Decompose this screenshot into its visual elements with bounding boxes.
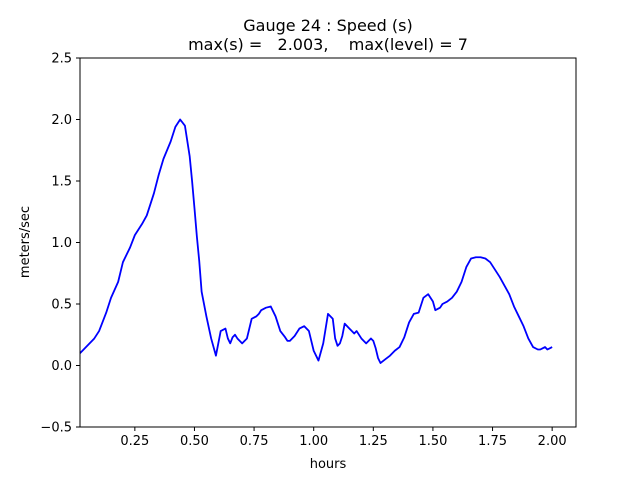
x-tick-label: 1.00	[299, 434, 328, 449]
x-axis-label: hours	[310, 457, 347, 472]
y-axis-label: meters/sec	[18, 206, 33, 278]
y-tick-label: 2.5	[51, 52, 72, 67]
plot-frame	[79, 57, 577, 428]
y-tick-label: 0.5	[51, 298, 72, 313]
y-tick-label: −0.5	[40, 421, 72, 436]
chart-title: Gauge 24 : Speed (s)	[243, 16, 413, 35]
x-tick-label: 0.75	[240, 434, 269, 449]
y-tick-label: 2.0	[51, 113, 72, 128]
x-tick-label: 0.50	[180, 434, 209, 449]
chart-subtitle: max(s) = 2.003, max(level) = 7	[188, 35, 468, 54]
y-tick-label: 1.5	[51, 175, 72, 190]
x-tick-label: 1.25	[359, 434, 388, 449]
y-tick-label: 0.0	[51, 359, 72, 374]
x-tick-label: 0.25	[120, 434, 149, 449]
x-tick-label: 2.00	[538, 434, 567, 449]
series-line-0	[79, 118, 553, 364]
x-tick-label: 1.50	[418, 434, 447, 449]
x-tick-label: 1.75	[478, 434, 507, 449]
y-tick-label: 1.0	[51, 236, 72, 251]
